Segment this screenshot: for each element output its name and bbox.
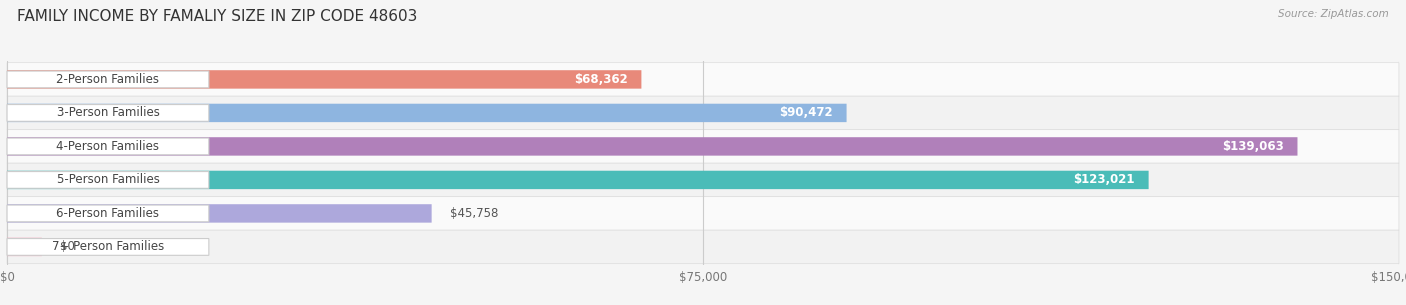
FancyBboxPatch shape <box>7 171 209 188</box>
FancyBboxPatch shape <box>7 105 209 121</box>
FancyBboxPatch shape <box>7 197 1399 230</box>
Text: 3-Person Families: 3-Person Families <box>56 106 159 120</box>
FancyBboxPatch shape <box>7 238 42 256</box>
Text: FAMILY INCOME BY FAMALIY SIZE IN ZIP CODE 48603: FAMILY INCOME BY FAMALIY SIZE IN ZIP COD… <box>17 9 418 24</box>
FancyBboxPatch shape <box>7 63 1399 96</box>
Text: 4-Person Families: 4-Person Families <box>56 140 159 153</box>
Text: Source: ZipAtlas.com: Source: ZipAtlas.com <box>1278 9 1389 19</box>
FancyBboxPatch shape <box>7 70 641 89</box>
Text: $45,758: $45,758 <box>450 207 499 220</box>
FancyBboxPatch shape <box>7 71 209 88</box>
Text: 5-Person Families: 5-Person Families <box>56 174 159 186</box>
Text: 7+ Person Families: 7+ Person Families <box>52 240 165 253</box>
FancyBboxPatch shape <box>7 96 1399 130</box>
Text: $123,021: $123,021 <box>1073 174 1135 186</box>
FancyBboxPatch shape <box>7 104 846 122</box>
FancyBboxPatch shape <box>7 204 432 223</box>
FancyBboxPatch shape <box>7 137 1298 156</box>
FancyBboxPatch shape <box>7 230 1399 264</box>
Text: $90,472: $90,472 <box>779 106 832 120</box>
Text: $68,362: $68,362 <box>574 73 627 86</box>
FancyBboxPatch shape <box>7 239 209 255</box>
Text: $0: $0 <box>60 240 76 253</box>
Text: 6-Person Families: 6-Person Families <box>56 207 159 220</box>
FancyBboxPatch shape <box>7 205 209 222</box>
FancyBboxPatch shape <box>7 130 1399 163</box>
FancyBboxPatch shape <box>7 171 1149 189</box>
FancyBboxPatch shape <box>7 138 209 155</box>
FancyBboxPatch shape <box>7 163 1399 197</box>
Text: 2-Person Families: 2-Person Families <box>56 73 159 86</box>
Text: $139,063: $139,063 <box>1222 140 1284 153</box>
